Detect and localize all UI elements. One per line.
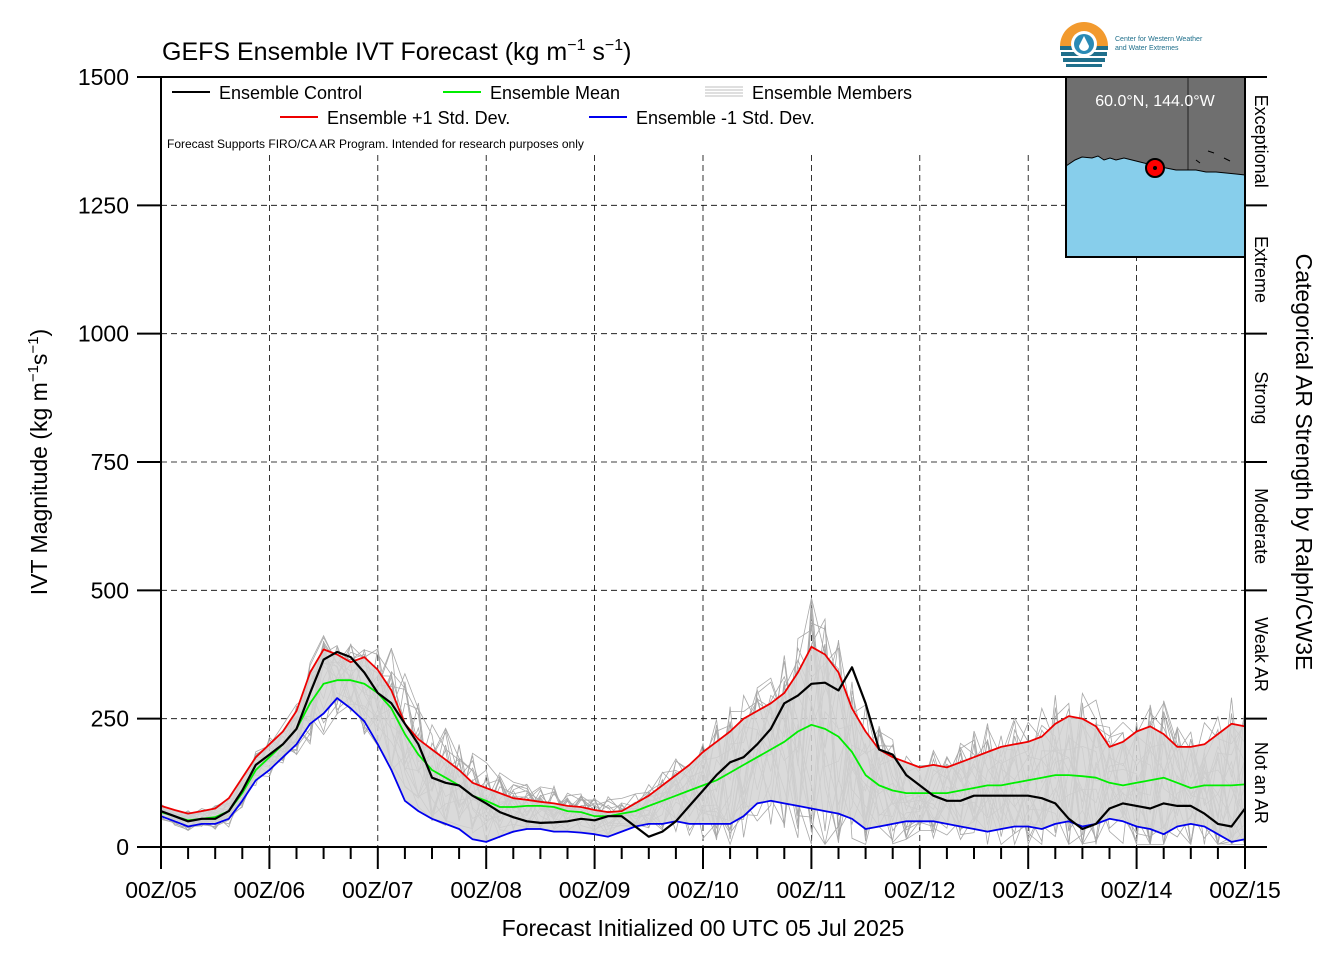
y-axis: 0 250 500 750 1000 1250 1500: [78, 64, 161, 860]
category-label: Moderate: [1251, 488, 1271, 564]
chart-title: GEFS Ensemble IVT Forecast (kg m−1 s−1): [162, 37, 632, 66]
x-tick-label: 00Z/06: [234, 877, 306, 903]
x-tick-label: 00Z/14: [1101, 877, 1173, 903]
legend-label-plus: Ensemble +1 Std. Dev.: [327, 108, 510, 128]
legend: Ensemble Control Ensemble Mean Ensemble …: [172, 83, 912, 128]
legend-label-mean: Ensemble Mean: [490, 83, 620, 103]
y-tick-label: 250: [91, 706, 129, 732]
x-tick-label: 00Z/15: [1209, 877, 1281, 903]
x-tick-label: 00Z/05: [125, 877, 197, 903]
legend-swatch-members: [705, 86, 743, 97]
category-label: Extreme: [1251, 236, 1271, 303]
inset-location-label: 60.0°N, 144.0°W: [1095, 93, 1215, 110]
y-tick-label: 1250: [78, 192, 129, 218]
y-tick-label: 1500: [78, 64, 129, 90]
x-tick-label: 00Z/08: [450, 877, 522, 903]
y-axis-title: IVT Magnitude (kg m−1s−1): [25, 329, 52, 595]
x-axis: 00Z/05 00Z/06 00Z/07 00Z/08 00Z/09 00Z/10 00Z/…: [125, 847, 1281, 903]
x-axis-title: Forecast Initialized 00 UTC 05 Jul 2025: [502, 915, 905, 941]
series-line-ensemble-control: [160, 650, 1246, 838]
y-tick-label: 750: [91, 449, 129, 475]
x-tick-label: 00Z/12: [884, 877, 956, 903]
series-line-ensemble-mean: [160, 679, 1246, 822]
y-tick-label: 500: [91, 577, 129, 603]
inset-map: 60.0°N, 144.0°W: [1065, 76, 1246, 258]
series-line-ensemble-1-std-dev-: [160, 697, 1246, 843]
legend-label-minus: Ensemble -1 Std. Dev.: [636, 108, 815, 128]
x-tick-label: 00Z/11: [776, 877, 846, 903]
grid: [161, 155, 1245, 847]
x-tick-label: 00Z/13: [992, 877, 1064, 903]
y-tick-label: 1000: [78, 321, 129, 347]
legend-label-members: Ensemble Members: [752, 83, 912, 103]
logo-text-line2: and Water Extremes: [1115, 45, 1179, 52]
logo-text-line1: Center for Western Weather: [1115, 36, 1203, 43]
category-label: Strong: [1251, 371, 1271, 424]
right-axis-title: Categorical AR Strength by Ralph/CW3E: [1291, 254, 1317, 671]
legend-label-control: Ensemble Control: [219, 83, 362, 103]
series-lines: [160, 645, 1246, 843]
location-marker-center: [1153, 166, 1157, 170]
disclaimer-note: Forecast Supports FIRO/CA AR Program. In…: [167, 137, 584, 151]
category-label: Not an AR: [1251, 742, 1271, 824]
category-label: Exceptional: [1251, 95, 1271, 188]
cw3e-logo: Center for Western Weather and Water Ext…: [1060, 22, 1203, 67]
y-tick-label: 0: [116, 834, 129, 860]
inset-islands: [1195, 150, 1231, 164]
x-tick-label: 00Z/10: [667, 877, 739, 903]
category-label: Weak AR: [1251, 617, 1271, 692]
series-line-ensemble-1-std-dev-: [160, 645, 1246, 815]
std-dev-band: [161, 646, 1245, 842]
category-axis: Not an AR Weak AR Moderate Strong Extreme Exc…: [1244, 76, 1271, 848]
logo-icon: [1060, 22, 1108, 67]
x-tick-label: 00Z/09: [559, 877, 631, 903]
x-tick-label: 00Z/07: [342, 877, 414, 903]
